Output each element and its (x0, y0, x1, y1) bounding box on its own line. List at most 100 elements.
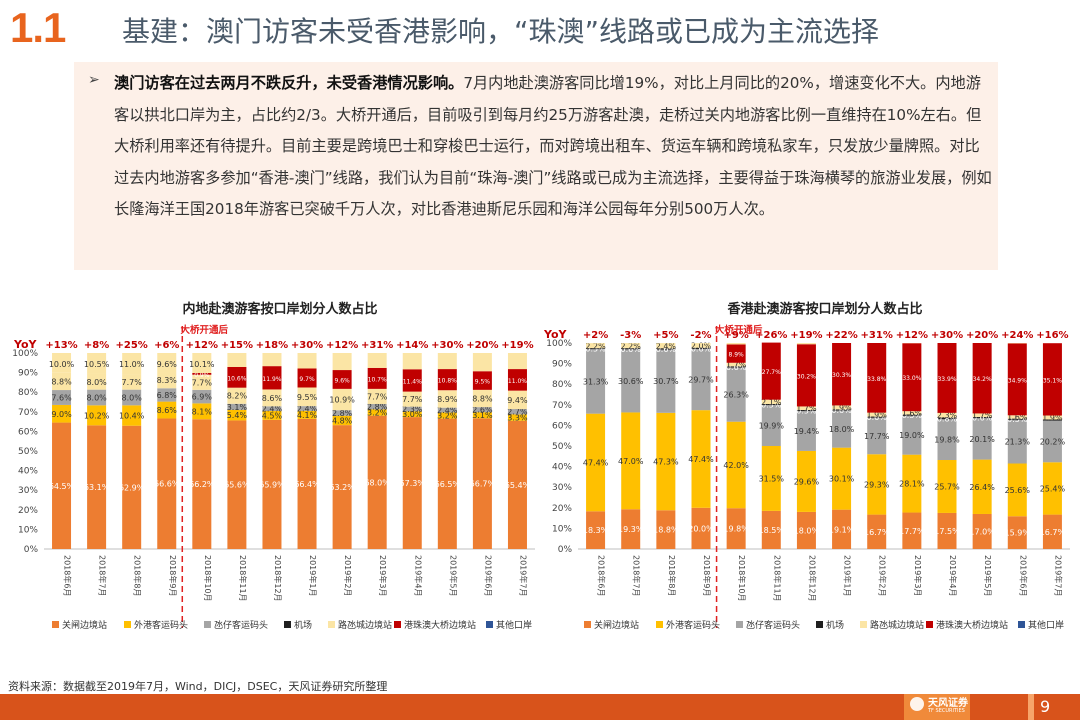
bar-segment-remainder (52, 353, 72, 373)
bar-value-label: 2.7% (507, 408, 528, 417)
bar-value-label: 1.6% (1007, 413, 1028, 422)
bar-value-label: 30.6% (618, 377, 644, 386)
yoy-value: +5% (653, 330, 678, 341)
y-tick-label: 50% (18, 447, 38, 457)
bar-value-label: 64.5% (49, 482, 75, 491)
x-tick-label: 2019年1月 (843, 555, 853, 596)
bar-segment (621, 412, 641, 510)
bar-segment-remainder (402, 353, 422, 370)
bar-value-label: 4.5% (262, 411, 283, 420)
bar-segment (192, 419, 212, 549)
bar-value-label: 2.6% (472, 406, 493, 415)
bar-segment (332, 410, 352, 416)
bar-value-label: 20.0% (688, 524, 714, 533)
bar-value-label: 31.3% (583, 377, 609, 386)
x-tick-label: 2018年7月 (632, 555, 642, 596)
source-note: 资料来源：数据截至2019年7月，Wind，DICJ，DSEC，天风证券研究所整… (8, 680, 388, 693)
bar-value-label: 47.4% (688, 455, 714, 464)
bar-segment (972, 413, 992, 417)
bar-value-label: 1.6% (902, 409, 923, 418)
x-tick-label: 2019年4月 (413, 555, 423, 596)
bar-segment (761, 403, 781, 406)
bar-value-label: 8.6% (262, 394, 283, 403)
legend-label: 其他口岸 (1028, 619, 1064, 631)
legend-label: 关闸边境站 (594, 619, 639, 631)
bar-value-label: 47.0% (618, 457, 644, 466)
bar-segment (507, 390, 527, 410)
bar-value-label: 21.3% (1005, 438, 1031, 447)
bar-value-label: 29.7% (688, 376, 714, 385)
bar-value-label: 2.8% (332, 409, 353, 418)
legend-label: 港珠澳大桥边境站 (404, 619, 476, 631)
legend-swatch (328, 621, 335, 628)
bar-segment (937, 417, 957, 420)
bar-value-label: 0.6% (691, 344, 712, 353)
bar-value-label: 19.4% (794, 427, 820, 436)
bar-value-label: 11.0% (119, 360, 145, 369)
bar-value-label: 0.6% (621, 345, 642, 354)
bar-value-label: 11.0% (508, 378, 527, 385)
yoy-value: +24% (1001, 330, 1033, 341)
bar-segment (656, 510, 676, 549)
bar-segment (1042, 514, 1062, 549)
bar-value-label: 10.9% (329, 396, 355, 405)
yoy-value: +20% (466, 340, 498, 351)
bar-value-label: 25.4% (1040, 484, 1066, 493)
y-tick-label: 20% (552, 504, 572, 514)
bar-value-label: 8.0% (86, 393, 107, 402)
bar-value-label: 2.2% (585, 342, 606, 351)
bar-value-label: 19.8% (934, 436, 960, 445)
legend-label: 其他口岸 (496, 619, 532, 631)
bar-value-label: 30.1% (829, 475, 855, 484)
bar-value-label: 2.3% (937, 411, 958, 420)
yoy-value: +31% (861, 330, 893, 341)
yoy-value: +19% (790, 330, 822, 341)
bar-segment (586, 349, 606, 414)
bar-segment (726, 366, 746, 368)
bar-value-label: 0.6% (656, 345, 677, 354)
bar-value-label: 17.7% (899, 527, 925, 536)
x-tick-label: 2019年3月 (378, 555, 388, 596)
bar-value-label: 65.9% (259, 480, 285, 489)
bar-value-label: 0.5% (585, 345, 606, 354)
bar-value-label: 10.0% (49, 360, 75, 369)
bar-value-label: 33.9% (937, 376, 956, 383)
bar-segment (972, 459, 992, 514)
bar-value-label: 17.0% (969, 527, 995, 536)
bar-segment (832, 509, 852, 549)
bar-value-label: 6.8% (157, 391, 178, 400)
bar-segment (262, 366, 282, 390)
chart-hongkong-visitors: 香港赴澳游客按口岸划分人数占比 0% 10% 20% 30% 40% 50% 60% 70% 80… (543, 301, 1070, 631)
x-tick-label: 2019年7月 (1053, 555, 1063, 596)
bar-segment (332, 388, 352, 411)
bar-value-label: 8.9% (437, 395, 458, 404)
yoy-value: +14% (396, 340, 428, 351)
bar-value-label: 2.4% (656, 342, 677, 351)
yoy-value: +19% (501, 340, 533, 351)
bar-segment (902, 415, 922, 455)
bar-value-label: 18.5% (759, 526, 785, 535)
bar-segment (227, 403, 247, 410)
bar-segment (87, 405, 107, 426)
bar-value-label: 0.6% (831, 406, 852, 415)
bar-segment (227, 387, 247, 404)
bar-segment (262, 406, 282, 412)
bar-segment (227, 366, 247, 388)
bar-value-label: 1.9% (1042, 413, 1063, 422)
bar-value-label: 33.0% (902, 375, 921, 382)
bar-segment (726, 508, 746, 549)
bar-segment (367, 388, 387, 404)
bar-segment (332, 425, 352, 549)
bar-segment (691, 347, 711, 349)
yoy-value: +22% (825, 330, 857, 341)
bar-value-label: 9.0% (51, 410, 72, 419)
bar-segment (621, 349, 641, 413)
bar-segment (157, 401, 177, 419)
legend-label: 外港客运码头 (134, 619, 188, 631)
legend-label: 外港客运码头 (666, 619, 720, 631)
bar-value-label: 3.3% (507, 414, 528, 423)
bar-value-label: 3.2% (437, 412, 458, 421)
bar-value-label: 9.6% (334, 377, 350, 384)
x-tick-label: 2018年8月 (667, 555, 677, 596)
bar-segment (262, 419, 282, 549)
